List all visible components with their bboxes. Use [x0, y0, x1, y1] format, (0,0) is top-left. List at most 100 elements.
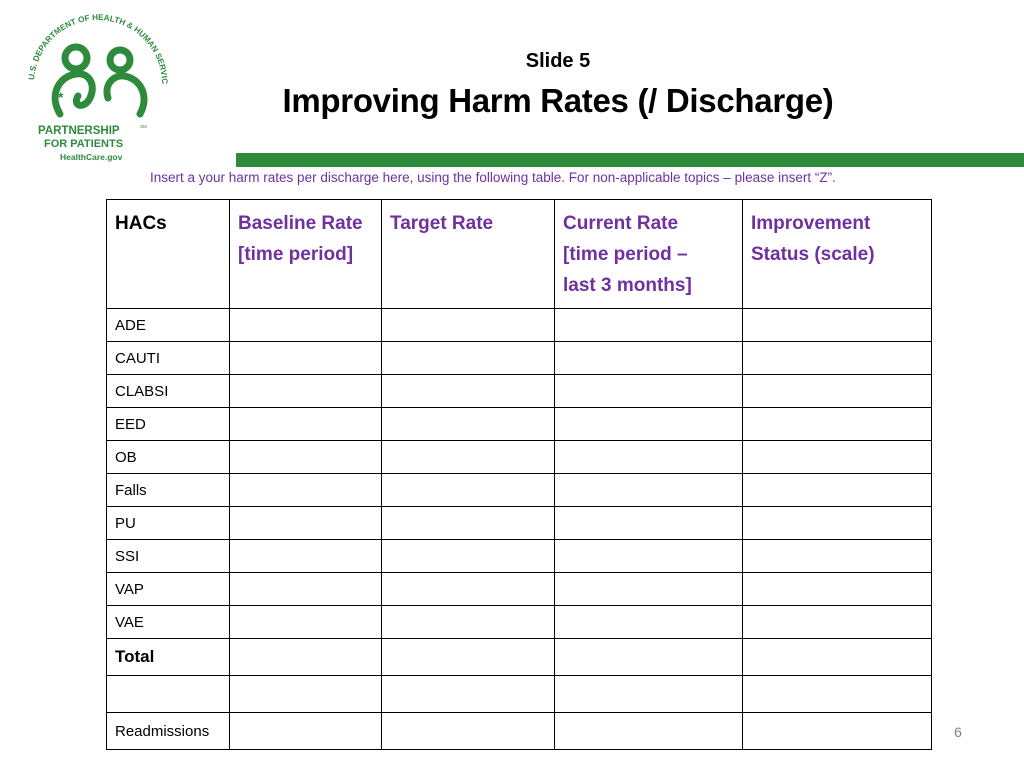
partnership-for-patients-logo: U.S. DEPARTMENT OF HEALTH & HUMAN SERVIC… [20, 6, 178, 166]
current-cell[interactable] [554, 341, 743, 375]
improvement-cell[interactable] [742, 638, 932, 676]
table-row [106, 675, 932, 713]
baseline-cell[interactable] [229, 712, 382, 750]
header-line: Baseline Rate [238, 213, 363, 234]
baseline-cell[interactable] [229, 506, 382, 540]
table-row: VAP [106, 572, 932, 606]
target-cell[interactable] [381, 473, 555, 507]
baseline-cell[interactable] [229, 308, 382, 342]
row-label: EED [106, 407, 230, 441]
table-row: OB [106, 440, 932, 474]
table-row: EED [106, 407, 932, 441]
baseline-cell[interactable] [229, 407, 382, 441]
target-cell[interactable] [381, 712, 555, 750]
current-cell[interactable] [554, 473, 743, 507]
target-cell[interactable] [381, 675, 555, 713]
improvement-cell[interactable] [742, 308, 932, 342]
logo-graphic: U.S. DEPARTMENT OF HEALTH & HUMAN SERVIC… [20, 6, 169, 162]
logo-line2: FOR PATIENTS [44, 138, 123, 150]
header-line: HACs [115, 213, 167, 234]
table-row: Total [106, 638, 932, 676]
logo-figures [51, 43, 148, 118]
table-row: VAE [106, 605, 932, 639]
row-label [106, 675, 230, 713]
target-cell[interactable] [381, 407, 555, 441]
current-cell[interactable] [554, 440, 743, 474]
improvement-cell[interactable] [742, 341, 932, 375]
row-label: Falls [106, 473, 230, 507]
table-row: CLABSI [106, 374, 932, 408]
target-cell[interactable] [381, 440, 555, 474]
improvement-cell[interactable] [742, 539, 932, 573]
row-label: VAP [106, 572, 230, 606]
baseline-cell[interactable] [229, 341, 382, 375]
row-label: ADE [106, 308, 230, 342]
baseline-cell[interactable] [229, 638, 382, 676]
target-cell[interactable] [381, 506, 555, 540]
logo-sm: SM [140, 124, 147, 129]
instruction-text: Insert a your harm rates per discharge h… [150, 170, 836, 185]
improvement-cell[interactable] [742, 506, 932, 540]
header-line: Current Rate [563, 213, 679, 234]
target-cell[interactable] [381, 572, 555, 606]
baseline-cell[interactable] [229, 539, 382, 573]
header-line: last 3 months] [563, 275, 692, 296]
baseline-cell[interactable] [229, 473, 382, 507]
table-row: SSI [106, 539, 932, 573]
svg-text:*: * [58, 89, 64, 105]
improvement-cell[interactable] [742, 712, 932, 750]
row-label: OB [106, 440, 230, 474]
logo-line1: PARTNERSHIP [38, 125, 120, 137]
logo-url: HealthCare.gov [60, 152, 123, 162]
current-cell[interactable] [554, 572, 743, 606]
improvement-cell[interactable] [742, 473, 932, 507]
logo-arc-text: U.S. DEPARTMENT OF HEALTH & HUMAN SERVIC… [20, 6, 169, 84]
header-target-rate: Target Rate [381, 199, 555, 309]
improvement-cell[interactable] [742, 440, 932, 474]
header-line: Improvement [751, 213, 871, 234]
table-row: ADE [106, 308, 932, 342]
current-cell[interactable] [554, 675, 743, 713]
target-cell[interactable] [381, 539, 555, 573]
improvement-cell[interactable] [742, 407, 932, 441]
current-cell[interactable] [554, 308, 743, 342]
table-row: CAUTI [106, 341, 932, 375]
current-cell[interactable] [554, 539, 743, 573]
target-cell[interactable] [381, 308, 555, 342]
table-row: PU [106, 506, 932, 540]
current-cell[interactable] [554, 374, 743, 408]
table-row: Readmissions [106, 712, 932, 750]
baseline-cell[interactable] [229, 374, 382, 408]
row-label: CLABSI [106, 374, 230, 408]
header-hacs: HACs [106, 199, 230, 309]
current-cell[interactable] [554, 605, 743, 639]
target-cell[interactable] [381, 605, 555, 639]
harm-rates-table: HACs Baseline Rate [time period] Target … [106, 199, 932, 750]
row-label: Readmissions [106, 712, 230, 750]
header-improvement-status: Improvement Status (scale) [742, 199, 932, 309]
current-cell[interactable] [554, 638, 743, 676]
target-cell[interactable] [381, 638, 555, 676]
header-line: [time period] [238, 244, 354, 265]
improvement-cell[interactable] [742, 605, 932, 639]
current-cell[interactable] [554, 712, 743, 750]
table-row: Falls [106, 473, 932, 507]
header-line: Target Rate [390, 213, 494, 234]
header-green-bar [236, 153, 1024, 167]
row-label: Total [106, 638, 230, 676]
baseline-cell[interactable] [229, 605, 382, 639]
improvement-cell[interactable] [742, 675, 932, 713]
baseline-cell[interactable] [229, 440, 382, 474]
baseline-cell[interactable] [229, 675, 382, 713]
improvement-cell[interactable] [742, 572, 932, 606]
slide-title: Improving Harm Rates (/ Discharge) [282, 82, 834, 119]
current-cell[interactable] [554, 506, 743, 540]
improvement-cell[interactable] [742, 374, 932, 408]
baseline-cell[interactable] [229, 572, 382, 606]
current-cell[interactable] [554, 407, 743, 441]
target-cell[interactable] [381, 374, 555, 408]
target-cell[interactable] [381, 341, 555, 375]
row-label: CAUTI [106, 341, 230, 375]
header-line: Status (scale) [751, 244, 875, 265]
table-header-row: HACs Baseline Rate [time period] Target … [106, 199, 932, 309]
